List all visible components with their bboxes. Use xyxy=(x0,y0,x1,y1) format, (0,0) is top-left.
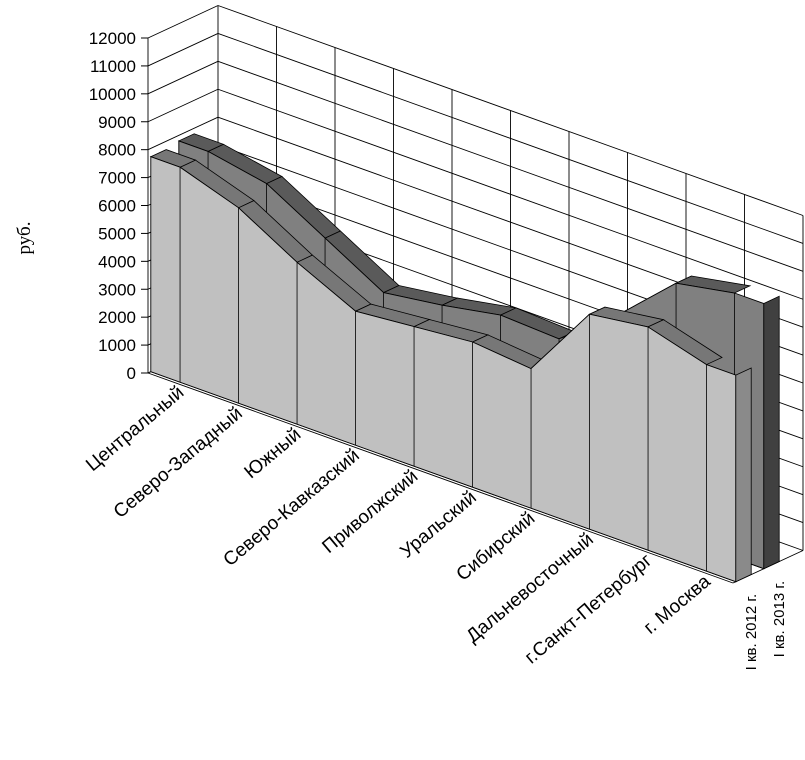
y-tick-label: 1000 xyxy=(98,336,136,355)
y-tick-label: 5000 xyxy=(98,224,136,243)
chart-series xyxy=(149,133,781,583)
left-wall-gridline xyxy=(147,60,219,95)
y-tick-label: 3000 xyxy=(98,280,136,299)
left-wall-gridline xyxy=(147,33,219,67)
y-axis-label: руб. xyxy=(14,222,35,255)
left-wall-gridline xyxy=(147,88,219,123)
series-end-side xyxy=(735,367,752,583)
y-tick-label: 7000 xyxy=(98,169,136,188)
front-floor-edge xyxy=(147,372,734,584)
y-tick-label: 12000 xyxy=(89,29,136,48)
y-tick-label: 6000 xyxy=(98,197,136,216)
x-category-label: Северо-Кавказский xyxy=(220,445,364,571)
y-tick-label: 2000 xyxy=(98,308,136,327)
y-axis-ticks: 0 1000 2000 3000 4000 5000 6000 7000 8000 9000 100… xyxy=(89,29,148,383)
y-tick-label: 0 xyxy=(127,364,136,383)
series-end-side xyxy=(763,295,780,570)
series-labels: I кв. 2012 г. I кв. 2013 г. xyxy=(743,581,788,671)
y-tick-label: 9000 xyxy=(98,113,136,132)
series-label: I кв. 2013 г. xyxy=(771,581,788,658)
left-wall-gridline xyxy=(147,5,219,39)
y-tick-label: 4000 xyxy=(98,252,136,271)
x-category-label: Сибирский xyxy=(453,508,540,585)
y-tick-label: 10000 xyxy=(89,85,136,104)
y-tick-label: 11000 xyxy=(90,57,136,76)
x-category-label: Уральский xyxy=(396,487,480,562)
x-category-label: г. Москва xyxy=(640,571,715,639)
left-wall-gridline xyxy=(147,116,219,151)
series-label: I кв. 2012 г. xyxy=(743,594,760,671)
x-category-label: Южный xyxy=(241,424,306,483)
y-tick-label: 8000 xyxy=(98,141,136,160)
